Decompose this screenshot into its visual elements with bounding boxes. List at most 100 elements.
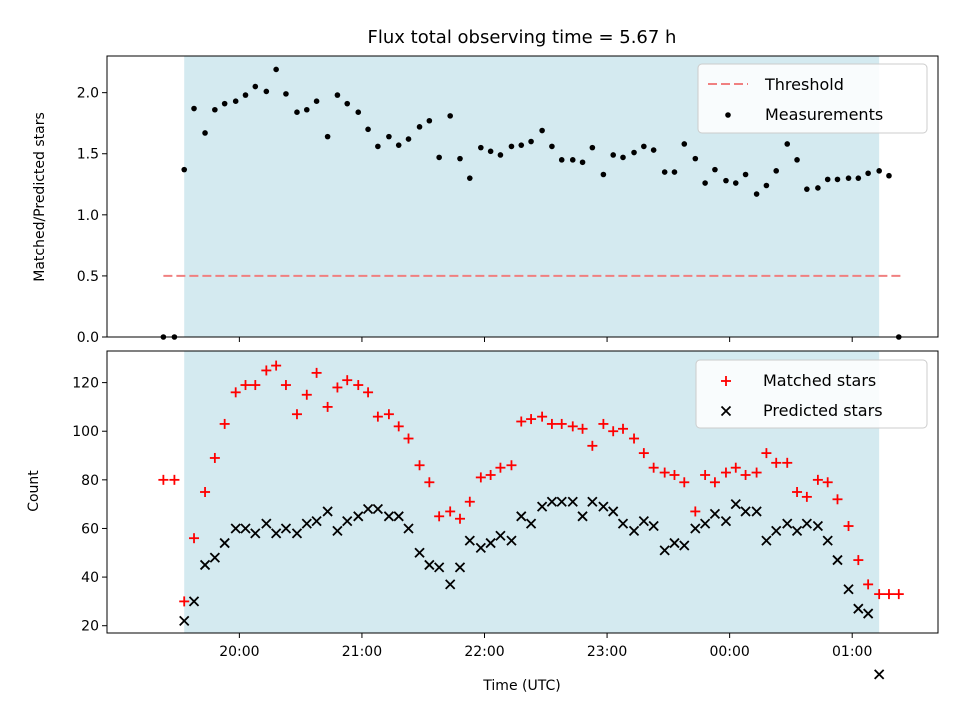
measurement-point bbox=[671, 169, 678, 175]
predicted-star-point bbox=[863, 608, 874, 619]
matched-star-point bbox=[393, 421, 404, 432]
predicted-star-point bbox=[280, 523, 292, 534]
predicted-star-stroke bbox=[506, 535, 517, 546]
predicted-star-stroke bbox=[709, 508, 721, 520]
predicted-star-point bbox=[261, 518, 272, 529]
matched-star-point bbox=[516, 416, 527, 427]
x-tick-label: 21:00 bbox=[342, 644, 382, 660]
measurement-point bbox=[620, 154, 626, 161]
predicted-star-point bbox=[342, 516, 353, 527]
matched-star-point bbox=[648, 462, 659, 473]
predicted-star-point bbox=[209, 552, 220, 563]
measurement-point bbox=[539, 127, 545, 134]
predicted-star-stroke bbox=[322, 506, 333, 517]
predicted-star-point bbox=[822, 535, 833, 546]
matched-star-point bbox=[720, 467, 731, 478]
measurement-point bbox=[355, 109, 362, 115]
matched-star-point bbox=[587, 440, 598, 451]
legend-matched-swatch bbox=[721, 376, 731, 386]
predicted-star-point bbox=[546, 496, 558, 507]
matched-star-point bbox=[179, 596, 190, 607]
y-tick-label: 20 bbox=[81, 619, 99, 635]
measurement-point bbox=[876, 168, 882, 174]
matched-star-point bbox=[454, 513, 465, 524]
measurement-point bbox=[569, 157, 576, 163]
matched-star-point bbox=[280, 380, 291, 391]
predicted-star-stroke bbox=[801, 518, 812, 529]
predicted-star-point bbox=[353, 511, 364, 522]
matched-star-point bbox=[812, 474, 823, 485]
predicted-star-stroke bbox=[485, 537, 496, 549]
measurement-point bbox=[723, 177, 729, 184]
matched-star-point bbox=[801, 491, 812, 502]
predicted-star-point bbox=[690, 523, 701, 534]
measurement-point bbox=[600, 171, 607, 178]
matched-star-point bbox=[843, 521, 854, 532]
predicted-star-stroke bbox=[495, 530, 506, 541]
matched-star-point bbox=[261, 365, 272, 376]
matched-star-point bbox=[669, 469, 680, 480]
predicted-star-stroke bbox=[782, 518, 793, 529]
legend-matched-label: Matched stars bbox=[763, 371, 876, 390]
measurement-point bbox=[242, 92, 249, 98]
matched-star-point bbox=[690, 506, 701, 517]
matched-star-point bbox=[546, 418, 557, 429]
matched-star-point bbox=[485, 469, 496, 480]
matched-star-point bbox=[342, 375, 353, 386]
matched-star-point bbox=[853, 555, 864, 566]
predicted-star-point bbox=[250, 528, 261, 539]
predicted-star-point bbox=[720, 516, 732, 527]
matched-star-point bbox=[434, 511, 445, 522]
predicted-star-point bbox=[219, 537, 230, 549]
predicted-star-stroke bbox=[342, 516, 353, 527]
predicted-star-stroke bbox=[188, 596, 200, 607]
measurement-point bbox=[855, 175, 862, 181]
x-tick-label: 00:00 bbox=[709, 644, 749, 660]
predicted-star-point bbox=[445, 579, 456, 590]
measurement-point bbox=[804, 186, 810, 192]
predicted-star-stroke bbox=[311, 516, 322, 527]
predicted-star-point bbox=[638, 516, 649, 527]
matched-star-point bbox=[659, 467, 670, 478]
predicted-star-point bbox=[659, 545, 670, 556]
predicted-star-stroke bbox=[699, 518, 711, 529]
x-tick-label: 20:00 bbox=[219, 644, 259, 660]
matched-star-point bbox=[740, 469, 751, 480]
measurement-point bbox=[518, 142, 525, 148]
predicted-star-stroke bbox=[332, 525, 343, 537]
predicted-star-stroke bbox=[445, 579, 456, 590]
predicted-star-stroke bbox=[648, 520, 659, 532]
matched-star-point bbox=[629, 433, 640, 444]
legend-threshold-label: Threshold bbox=[764, 75, 844, 94]
predicted-star-point bbox=[577, 511, 588, 522]
matched-star-point bbox=[372, 411, 383, 422]
measurement-point bbox=[294, 109, 300, 115]
predicted-star-stroke bbox=[424, 559, 435, 571]
x-tick-label: 22:00 bbox=[464, 644, 504, 660]
measurement-point bbox=[283, 91, 289, 97]
measurement-point bbox=[661, 169, 668, 175]
top-panel: 0.00.51.01.52.0 Matched/Predicted stars … bbox=[32, 55, 939, 346]
predicted-star-stroke bbox=[525, 518, 537, 529]
predicted-star-point bbox=[322, 506, 333, 517]
predicted-star-point bbox=[240, 523, 251, 534]
predicted-star-point bbox=[628, 525, 640, 537]
predicted-star-stroke bbox=[608, 506, 619, 517]
predicted-star-point bbox=[291, 528, 303, 539]
predicted-star-point bbox=[556, 496, 567, 507]
chart-title: Flux total observing time = 5.67 h bbox=[368, 27, 677, 48]
predicted-star-point bbox=[791, 525, 803, 537]
predicted-star-point bbox=[782, 518, 793, 529]
measurement-point bbox=[681, 141, 688, 147]
predicted-star-point bbox=[801, 518, 812, 529]
matched-star-point bbox=[863, 579, 874, 590]
measurement-point bbox=[712, 166, 718, 173]
matched-star-point bbox=[209, 452, 220, 463]
predicted-star-stroke bbox=[516, 511, 527, 522]
measurement-point bbox=[436, 154, 442, 161]
predicted-star-point bbox=[403, 523, 414, 534]
predicted-star-point bbox=[669, 537, 680, 549]
measurement-point bbox=[457, 155, 463, 162]
predicted-star-stroke bbox=[730, 499, 741, 510]
